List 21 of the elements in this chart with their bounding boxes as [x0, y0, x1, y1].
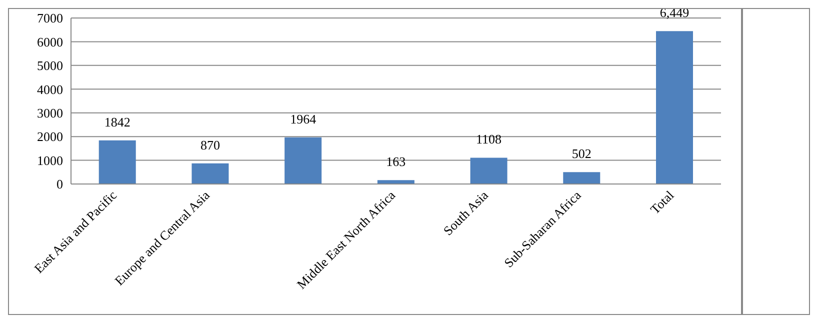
y-tick-label: 6000	[37, 34, 63, 50]
data-label: 1108	[476, 132, 502, 147]
y-tick-label: 0	[56, 176, 63, 192]
bar	[98, 140, 136, 184]
y-tick-label: 7000	[37, 10, 63, 26]
data-label: 163	[386, 154, 406, 170]
bar	[656, 31, 693, 184]
bar	[284, 137, 322, 184]
y-tick-label: 2000	[37, 129, 63, 144]
y-tick-label: 5000	[37, 58, 63, 74]
data-label: 1964	[290, 111, 317, 126]
data-label: 502	[572, 146, 592, 162]
y-tick-label: 4000	[37, 82, 63, 97]
data-label: 870	[200, 137, 220, 152]
y-tick-label: 1000	[37, 152, 63, 168]
bar	[192, 163, 229, 184]
bar	[563, 172, 600, 184]
data-label: 1842	[104, 114, 130, 130]
bar	[470, 158, 508, 184]
bar	[377, 180, 414, 184]
y-tick-label: 3000	[37, 105, 63, 120]
